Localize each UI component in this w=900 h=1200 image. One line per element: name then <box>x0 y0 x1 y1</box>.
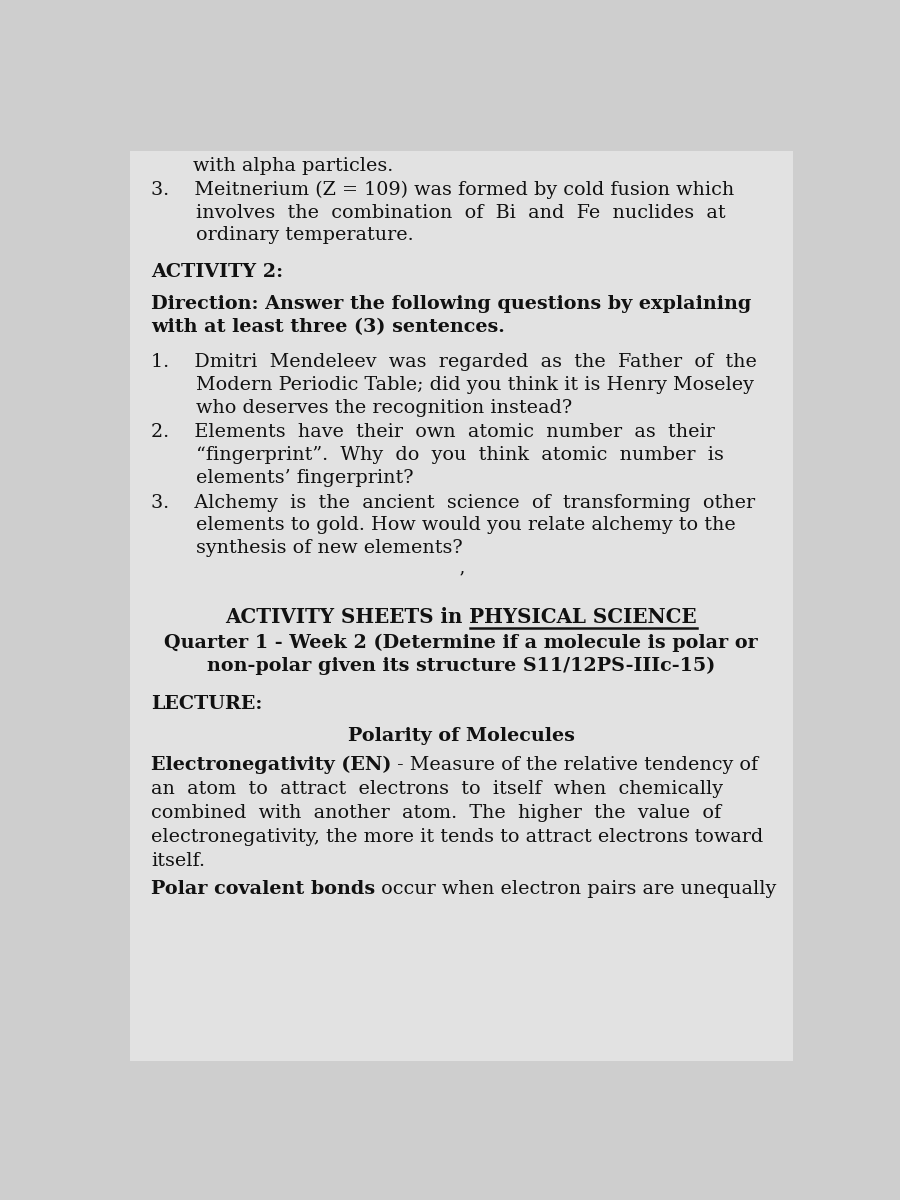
Text: elements’ fingerprint?: elements’ fingerprint? <box>196 468 414 486</box>
Text: who deserves the recognition instead?: who deserves the recognition instead? <box>196 398 572 416</box>
Text: - Measure of the relative tendency of: - Measure of the relative tendency of <box>392 756 759 774</box>
Text: with at least three (3) sentences.: with at least three (3) sentences. <box>151 318 505 336</box>
Text: synthesis of new elements?: synthesis of new elements? <box>196 539 463 557</box>
Text: involves  the  combination  of  Bi  and  Fe  nuclides  at: involves the combination of Bi and Fe nu… <box>196 204 725 222</box>
Text: non-polar given its structure S11/12PS-IIIc-15): non-polar given its structure S11/12PS-I… <box>207 656 716 676</box>
Text: occur when electron pairs are unequally: occur when electron pairs are unequally <box>375 880 776 898</box>
Text: 1.  Dmitri  Mendeleev  was  regarded  as  the  Father  of  the: 1. Dmitri Mendeleev was regarded as the … <box>151 353 757 371</box>
Text: itself.: itself. <box>151 852 205 870</box>
Text: combined  with  another  atom.  The  higher  the  value  of: combined with another atom. The higher t… <box>151 804 721 822</box>
Text: 3.  Meitnerium (Z = 109) was formed by cold fusion which: 3. Meitnerium (Z = 109) was formed by co… <box>151 181 734 199</box>
Text: Direction: Answer the following questions by explaining: Direction: Answer the following question… <box>151 295 752 313</box>
Text: elements to gold. How would you relate alchemy to the: elements to gold. How would you relate a… <box>196 516 736 534</box>
FancyBboxPatch shape <box>130 151 793 1061</box>
Text: ordinary temperature.: ordinary temperature. <box>196 227 414 245</box>
Text: an  atom  to  attract  electrons  to  itself  when  chemically: an atom to attract electrons to itself w… <box>151 780 723 798</box>
Text: 2.  Elements  have  their  own  atomic  number  as  their: 2. Elements have their own atomic number… <box>151 424 715 442</box>
Text: ACTIVITY SHEETS in PHYSICAL SCIENCE: ACTIVITY SHEETS in PHYSICAL SCIENCE <box>225 607 698 628</box>
Text: electronegativity, the more it tends to attract electrons toward: electronegativity, the more it tends to … <box>151 828 763 846</box>
Text: ACTIVITY SHEETS in PHYSICAL SCIENCE: ACTIVITY SHEETS in PHYSICAL SCIENCE <box>225 607 698 628</box>
Text: 3.  Alchemy  is  the  ancient  science  of  transforming  other: 3. Alchemy is the ancient science of tra… <box>151 493 755 511</box>
Text: Modern Periodic Table; did you think it is Henry Moseley: Modern Periodic Table; did you think it … <box>196 376 754 394</box>
Text: Electronegativity (EN): Electronegativity (EN) <box>151 756 392 774</box>
Text: Quarter 1 - Week 2 (Determine if a molecule is polar or: Quarter 1 - Week 2 (Determine if a molec… <box>165 634 758 652</box>
Text: with alpha particles.: with alpha particles. <box>193 157 393 175</box>
Text: LECTURE:: LECTURE: <box>151 695 262 713</box>
Text: “fingerprint”.  Why  do  you  think  atomic  number  is: “fingerprint”. Why do you think atomic n… <box>196 446 724 464</box>
Text: Polarity of Molecules: Polarity of Molecules <box>347 727 575 745</box>
Text: ACTIVITY SHEETS in: ACTIVITY SHEETS in <box>461 607 706 628</box>
Text: Polar covalent bonds: Polar covalent bonds <box>151 880 375 898</box>
Text: ’: ’ <box>458 570 464 588</box>
Text: ACTIVITY 2:: ACTIVITY 2: <box>151 263 283 281</box>
